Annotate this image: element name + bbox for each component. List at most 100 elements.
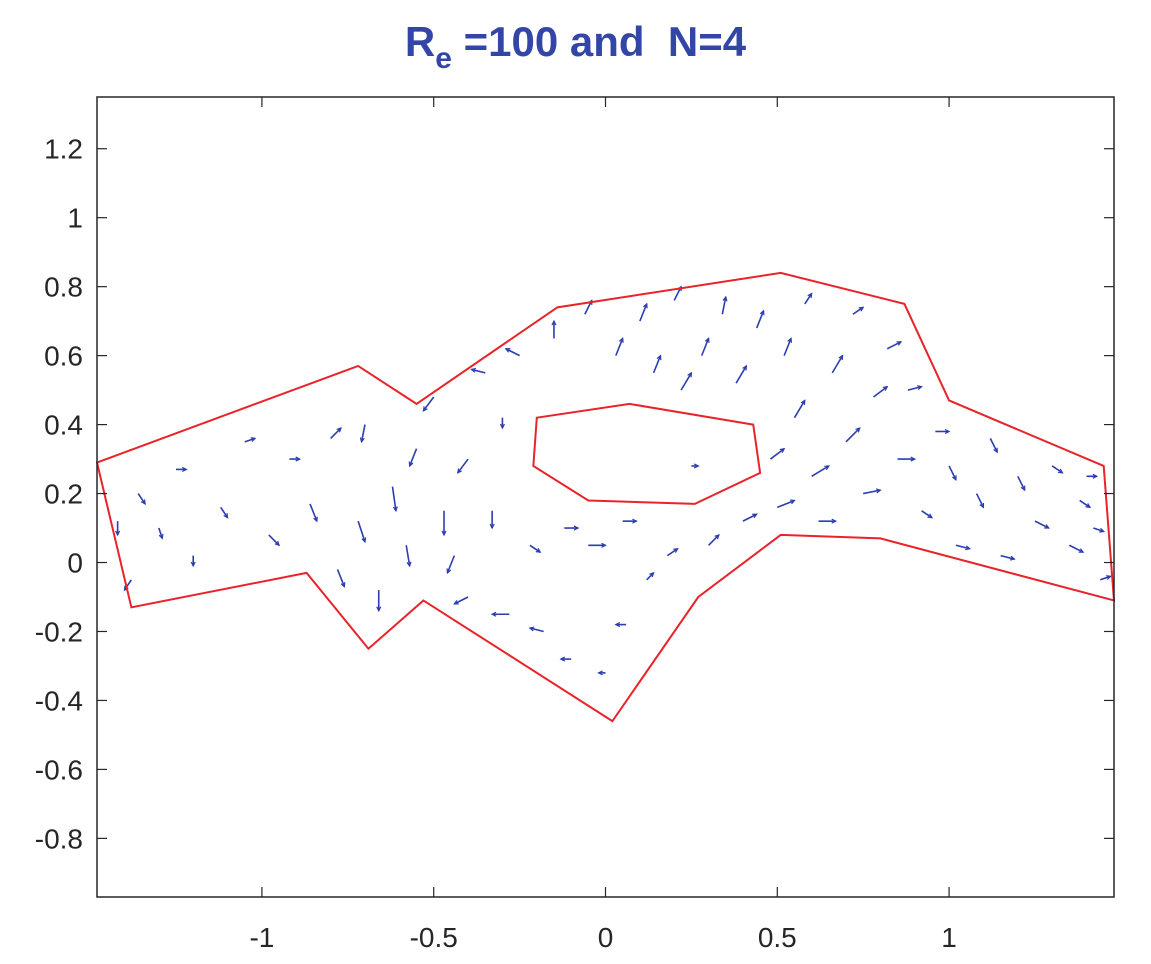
velocity-vector [1100, 575, 1112, 581]
velocity-vector [376, 590, 382, 613]
velocity-vector [499, 417, 505, 430]
velocity-vector [1079, 499, 1092, 509]
x-tick-label: -0.5 [410, 922, 458, 953]
chart-title: Re =100 and N=4 [404, 18, 747, 75]
velocity-vector [309, 503, 318, 523]
velocity-vector [907, 385, 923, 391]
y-tick-label: 1 [67, 203, 83, 234]
velocity-vector [453, 596, 469, 605]
velocity-vector [268, 534, 281, 547]
velocity-vector [935, 428, 951, 435]
velocity-vector [1068, 544, 1085, 553]
velocity-vector [873, 385, 889, 398]
velocity-vector [115, 521, 121, 537]
velocity-vector [721, 295, 728, 315]
velocity-vector [551, 319, 557, 339]
velocity-vector [289, 456, 302, 462]
velocity-vector [1051, 465, 1064, 474]
velocity-vector [336, 569, 346, 588]
velocity-vector [456, 458, 469, 474]
velocity-vector [852, 306, 865, 315]
velocity-vector [441, 510, 447, 537]
velocity-vector [588, 542, 607, 548]
velocity-vector [330, 427, 342, 439]
velocity-vector [818, 518, 838, 524]
x-tick-label: 0 [598, 922, 614, 953]
velocity-vector [680, 371, 693, 391]
velocity-vector [244, 437, 257, 443]
velocity-vector [735, 364, 748, 384]
y-tick-label: -0.8 [35, 823, 83, 854]
velocity-vector [769, 447, 786, 460]
velocity-vector [1034, 520, 1050, 529]
velocity-vector [691, 463, 700, 469]
velocity-vector [615, 337, 624, 356]
x-tick-label: -1 [249, 922, 274, 953]
velocity-vector [220, 506, 229, 519]
velocity-vector [528, 626, 544, 633]
velocity-vector [886, 341, 903, 350]
velocity-vector [357, 520, 367, 544]
velocity-vector [190, 555, 196, 568]
velocity-vector [422, 396, 435, 412]
y-tick-label: -0.4 [35, 685, 83, 716]
velocity-vector [1093, 527, 1105, 533]
y-tick-label: 0.2 [44, 479, 83, 510]
velocity-vector [391, 486, 398, 513]
y-tick-label: -0.6 [35, 754, 83, 785]
velocity-vector [490, 611, 510, 617]
velocity-vector [1017, 475, 1026, 492]
velocity-vector [811, 465, 830, 477]
velocity-vector [1000, 554, 1016, 561]
velocity-vector [921, 510, 934, 519]
inner-boundary [532, 402, 762, 505]
velocity-vector [783, 337, 793, 356]
velocity-vector [700, 337, 710, 356]
velocity-vector [639, 302, 648, 322]
velocity-vector [446, 555, 456, 575]
velocity-vector [564, 525, 580, 531]
y-tick-label: -0.2 [35, 616, 83, 647]
velocity-vector [176, 466, 188, 472]
velocity-vector [408, 448, 418, 468]
y-tick-label: 1.2 [44, 134, 83, 165]
velocity-vector [804, 292, 813, 305]
y-tick-label: 0 [67, 548, 83, 579]
velocity-vector [708, 533, 720, 546]
velocity-vector [975, 493, 985, 509]
velocity-vector [955, 544, 971, 551]
x-tick-label: 1 [941, 922, 957, 953]
velocity-vector [948, 465, 957, 481]
velocity-vector [137, 493, 146, 506]
velocity-vector [989, 438, 998, 454]
axes-box [96, 96, 1115, 898]
y-tick-label: 0.6 [44, 341, 83, 372]
velocity-vector [863, 488, 882, 495]
velocity-vector [529, 544, 542, 553]
velocity-vector [666, 547, 679, 557]
velocity-vector [489, 510, 495, 530]
outer-boundary [95, 271, 1116, 723]
velocity-vector [504, 348, 520, 357]
velocity-vector [614, 622, 627, 628]
velocity-vector [646, 571, 655, 581]
velocity-vector [742, 513, 758, 522]
velocity-vector [559, 656, 572, 662]
velocity-vector [405, 545, 412, 568]
velocity-vector [470, 367, 486, 374]
velocity-vector [831, 354, 844, 374]
velocity-vector [897, 456, 917, 462]
velocity-vector [622, 518, 638, 524]
y-tick-label: 0.8 [44, 272, 83, 303]
velocity-vector [597, 670, 606, 676]
velocity-vector [1086, 473, 1099, 479]
velocity-vector [793, 399, 806, 419]
velocity-vector [359, 424, 366, 444]
velocity-vector [776, 499, 796, 509]
y-tick-label: 0.4 [44, 410, 83, 441]
x-tick-label: 0.5 [758, 922, 797, 953]
velocity-vector [755, 309, 765, 329]
velocity-vector [158, 527, 164, 540]
velocity-vector [845, 427, 861, 443]
